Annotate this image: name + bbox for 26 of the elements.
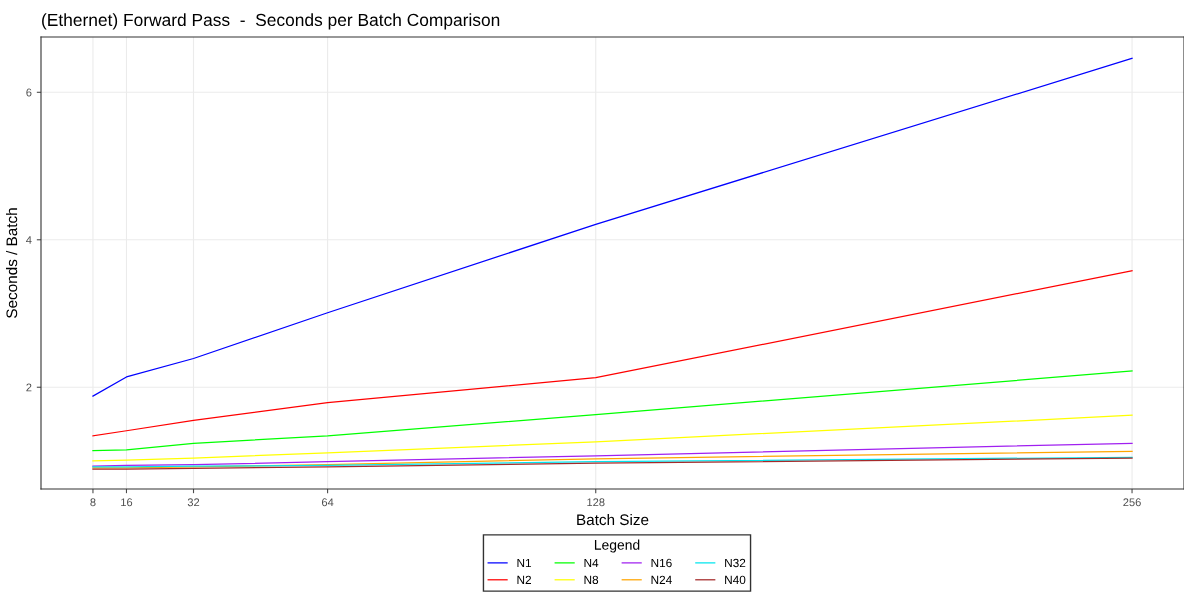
legend-label: N4	[584, 558, 599, 568]
legend-title: Legend	[594, 539, 640, 553]
legend-label: N40	[725, 575, 746, 585]
line-series	[92, 57, 1133, 397]
y-tick-label: 6	[26, 88, 32, 97]
legend-label: N2	[517, 575, 531, 584]
x-tick-label: 16	[121, 498, 133, 507]
x-tick-label: 8	[90, 498, 96, 507]
chart-title: (Ethernet) Forward Pass - Seconds per Batch Comparison	[42, 13, 500, 30]
legend-label: N24	[651, 575, 672, 584]
line-series	[92, 270, 1133, 437]
x-tick-label: 32	[187, 498, 200, 507]
legend-label: N16	[651, 558, 672, 568]
x-tick-label: 128	[587, 498, 605, 507]
legend-label: N32	[725, 558, 746, 568]
y-axis-title: Seconds / Batch	[6, 208, 18, 318]
line-series	[92, 442, 1133, 467]
x-tick-label: 256	[1123, 498, 1141, 507]
line-series	[92, 414, 1133, 462]
legend-label: N8	[584, 575, 599, 585]
legend-label: N1	[517, 558, 532, 568]
y-tick-label: 2	[26, 383, 32, 392]
x-axis-title: Batch Size	[577, 513, 649, 526]
line-series	[92, 370, 1133, 452]
y-tick-label: 4	[26, 236, 32, 244]
x-tick-label: 64	[321, 498, 334, 507]
